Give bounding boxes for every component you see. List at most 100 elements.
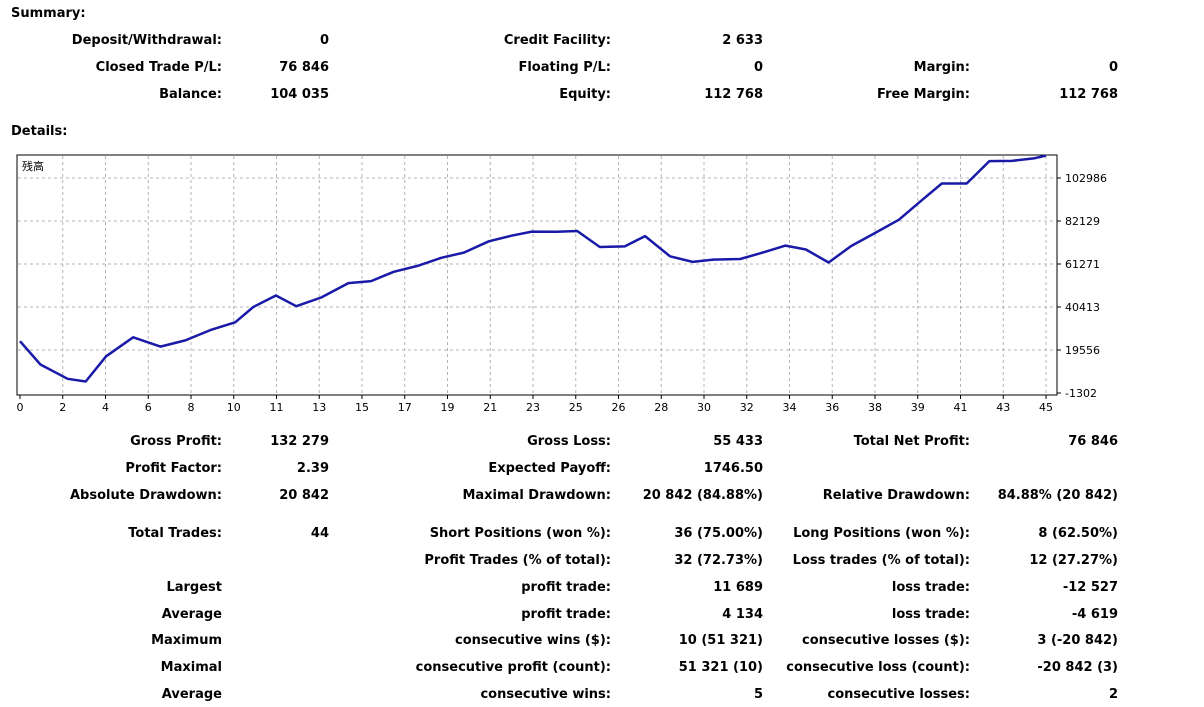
details-value-r8-c1: 51 321 (10) [678, 660, 763, 675]
y-tick-label: 82129 [1065, 215, 1100, 228]
details-label-r2-c1: Maximal Drawdown: [462, 488, 611, 503]
details-value-r5-c2: -12 527 [1062, 580, 1118, 595]
x-tick-label: 19 [441, 401, 455, 414]
x-tick-label: 23 [526, 401, 540, 414]
details-value-r7-c2: 3 (-20 842) [1037, 633, 1118, 648]
summary-label-r1-c2: Margin: [913, 60, 970, 75]
x-tick-label: 41 [954, 401, 968, 414]
x-tick-label: 2 [59, 401, 66, 414]
details-value-r7-c1: 10 (51 321) [678, 633, 763, 648]
x-tick-label: 26 [612, 401, 626, 414]
details-label-r9-c2: consecutive losses: [827, 687, 970, 702]
y-tick-label: 40413 [1065, 301, 1100, 314]
x-tick-label: 10 [227, 401, 241, 414]
details-value-r8-c2: -20 842 (3) [1037, 660, 1118, 675]
details-label-r3-c2: Long Positions (won %): [793, 526, 970, 541]
x-tick-label: 28 [654, 401, 668, 414]
x-tick-label: 38 [868, 401, 882, 414]
details-label-r5-c1: profit trade: [521, 580, 611, 595]
y-tick-label: 19556 [1065, 344, 1100, 357]
details-label-r0-c0: Gross Profit: [130, 434, 222, 449]
x-tick-label: 34 [783, 401, 797, 414]
x-tick-label: 17 [398, 401, 412, 414]
details-label-r8-c1: consecutive profit (count): [415, 660, 611, 675]
summary-value-r0-c1: 2 633 [722, 33, 763, 48]
x-tick-label: 13 [312, 401, 326, 414]
details-label-r6-c2: loss trade: [891, 607, 970, 622]
x-tick-label: 32 [740, 401, 754, 414]
summary-label-r1-c0: Closed Trade P/L: [95, 60, 222, 75]
details-label-r6-c0: Average [161, 607, 222, 622]
details-value-r2-c1: 20 842 (84.88%) [642, 488, 763, 503]
details-label-r7-c1: consecutive wins ($): [454, 633, 611, 648]
details-value-r9-c1: 5 [753, 687, 763, 702]
details-value-r0-c2: 76 846 [1068, 434, 1118, 449]
summary-value-r1-c1: 0 [753, 60, 763, 75]
summary-value-r1-c2: 0 [1108, 60, 1118, 75]
details-label-r4-c1: Profit Trades (% of total): [424, 553, 611, 568]
details-value-r2-c0: 20 842 [279, 488, 329, 503]
x-tick-label: 11 [270, 401, 284, 414]
details-label-r0-c2: Total Net Profit: [853, 434, 970, 449]
y-tick-label: -1302 [1065, 387, 1097, 400]
x-tick-label: 45 [1039, 401, 1053, 414]
summary-value-r2-c2: 112 768 [1059, 87, 1118, 102]
x-tick-label: 21 [483, 401, 497, 414]
details-label-r3-c0: Total Trades: [128, 526, 222, 541]
details-label-r4-c2: Loss trades (% of total): [792, 553, 970, 568]
details-value-r6-c1: 4 134 [722, 607, 763, 622]
x-tick-label: 15 [355, 401, 369, 414]
y-tick-label: 102986 [1065, 172, 1107, 185]
x-tick-label: 8 [188, 401, 195, 414]
chart-y-axis: 102986 82129 61271 40413 19556 -1302 [1057, 172, 1107, 400]
details-value-r0-c1: 55 433 [713, 434, 763, 449]
details-value-r3-c2: 8 (62.50%) [1038, 526, 1118, 541]
x-tick-label: 0 [17, 401, 24, 414]
summary-label-r1-c1: Floating P/L: [518, 60, 611, 75]
details-value-r3-c0: 44 [310, 526, 329, 541]
details-value-r0-c0: 132 279 [270, 434, 329, 449]
chart-plot-area [16, 154, 1058, 396]
details-value-r4-c2: 12 (27.27%) [1029, 553, 1118, 568]
x-tick-label: 25 [569, 401, 583, 414]
y-tick-label: 61271 [1065, 258, 1100, 271]
x-tick-label: 36 [825, 401, 839, 414]
details-value-r3-c1: 36 (75.00%) [674, 526, 763, 541]
details-label-r2-c0: Absolute Drawdown: [70, 488, 222, 503]
summary-value-r2-c1: 112 768 [704, 87, 763, 102]
details-label-r2-c2: Relative Drawdown: [822, 488, 970, 503]
details-label-r3-c1: Short Positions (won %): [429, 526, 611, 541]
summary-label-r2-c0: Balance: [159, 87, 222, 102]
x-tick-label: 39 [911, 401, 925, 414]
details-label-r5-c0: Largest [166, 580, 222, 595]
summary-label-r0-c0: Deposit/Withdrawal: [71, 33, 222, 48]
x-tick-label: 4 [102, 401, 109, 414]
details-value-r2-c2: 84.88% (20 842) [997, 488, 1118, 503]
summary-value-r0-c0: 0 [319, 33, 329, 48]
balance-chart: 残高 102986 82129 61271 40413 19556 -1302 0 2 4 6 8… [16, 154, 1107, 414]
details-label-r6-c1: profit trade: [521, 607, 611, 622]
details-label-r8-c2: consecutive loss (count): [786, 660, 970, 675]
details-label-r7-c2: consecutive losses ($): [802, 633, 970, 648]
summary-label-r0-c1: Credit Facility: [503, 33, 611, 48]
details-label-r0-c1: Gross Loss: [527, 434, 611, 449]
chart-grid [18, 156, 1056, 394]
details-value-r1-c1: 1746.50 [703, 461, 763, 476]
details-value-r1-c0: 2.39 [296, 461, 329, 476]
chart-x-axis: 0 2 4 6 8 10 11 13 15 17 19 21 23 25 26 28 30 32 34 36 38 39 4… [17, 395, 1053, 414]
summary-label-r2-c1: Equity: [559, 87, 611, 102]
details-value-r9-c2: 2 [1108, 687, 1118, 702]
details-label-r5-c2: loss trade: [891, 580, 970, 595]
details-label-r8-c0: Maximal [160, 660, 222, 675]
summary-value-r2-c0: 104 035 [270, 87, 329, 102]
x-tick-label: 43 [996, 401, 1010, 414]
details-label-r1-c1: Expected Payoff: [488, 461, 611, 476]
chart-title: 残高 [22, 159, 44, 173]
summary-title: Summary: [11, 6, 86, 21]
summary-value-r1-c0: 76 846 [279, 60, 329, 75]
details-label-r9-c1: consecutive wins: [480, 687, 611, 702]
balance-line [19, 154, 1047, 383]
details-title: Details: [11, 124, 68, 139]
details-label-r7-c0: Maximum [151, 633, 222, 648]
x-tick-label: 6 [145, 401, 152, 414]
